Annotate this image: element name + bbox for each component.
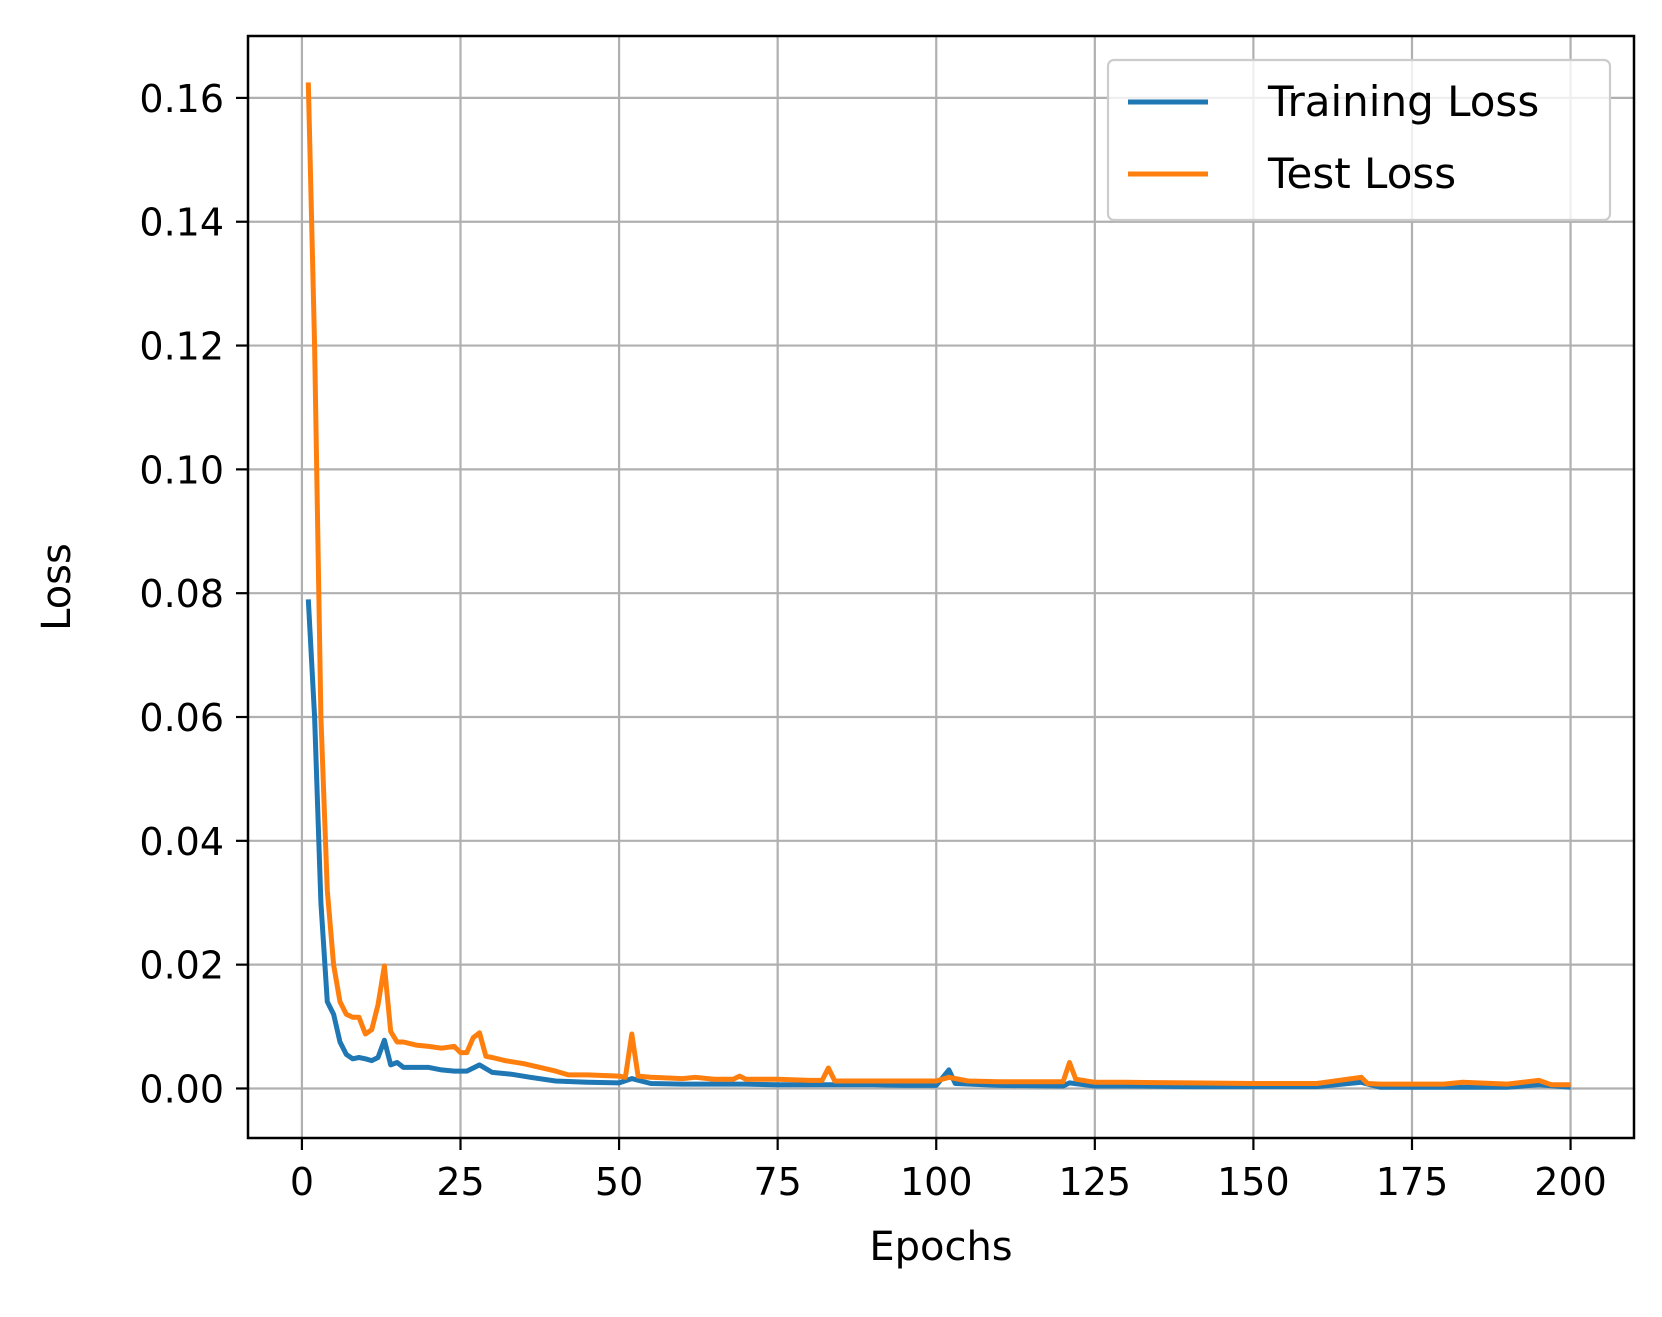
x-tick-label: 200 xyxy=(1534,1160,1607,1204)
y-tick-label: 0.10 xyxy=(139,448,224,492)
x-tick-label: 125 xyxy=(1059,1160,1132,1204)
y-tick-label: 0.06 xyxy=(139,696,224,740)
x-tick-label: 50 xyxy=(595,1160,643,1204)
legend-label: Test Loss xyxy=(1267,149,1456,198)
y-axis-label: Loss xyxy=(34,543,80,631)
y-axis: 0.00 0.02 0.04 0.06 0.08 0.10 0.12 0.14 0.16 xyxy=(139,77,248,1111)
y-tick-label: 0.04 xyxy=(139,820,224,864)
legend-label: Training Loss xyxy=(1267,77,1539,126)
x-tick-label: 150 xyxy=(1217,1160,1290,1204)
legend-box xyxy=(1106,58,1612,222)
series-line-0 xyxy=(305,599,1571,1090)
y-tick-label: 0.14 xyxy=(139,201,224,245)
y-tick-label: 0.12 xyxy=(139,325,224,369)
y-tick-label: 0.02 xyxy=(139,944,224,988)
series-lines xyxy=(305,82,1571,1090)
y-tick-label: 0.16 xyxy=(139,77,224,121)
x-axis: 0 25 50 75 100 125 150 175 200 xyxy=(290,1138,1607,1204)
y-tick-label: 0.00 xyxy=(139,1067,224,1111)
x-tick-label: 25 xyxy=(436,1160,484,1204)
y-tick-label: 0.08 xyxy=(139,572,224,616)
x-tick-label: 0 xyxy=(290,1160,314,1204)
x-tick-label: 75 xyxy=(753,1160,801,1204)
series-line-1 xyxy=(305,82,1571,1088)
x-tick-label: 175 xyxy=(1376,1160,1449,1204)
x-axis-label: Epochs xyxy=(869,1224,1012,1270)
x-tick-label: 100 xyxy=(900,1160,973,1204)
plot-frame xyxy=(246,34,1636,1140)
legend: Training Loss Test Loss xyxy=(1106,58,1612,222)
